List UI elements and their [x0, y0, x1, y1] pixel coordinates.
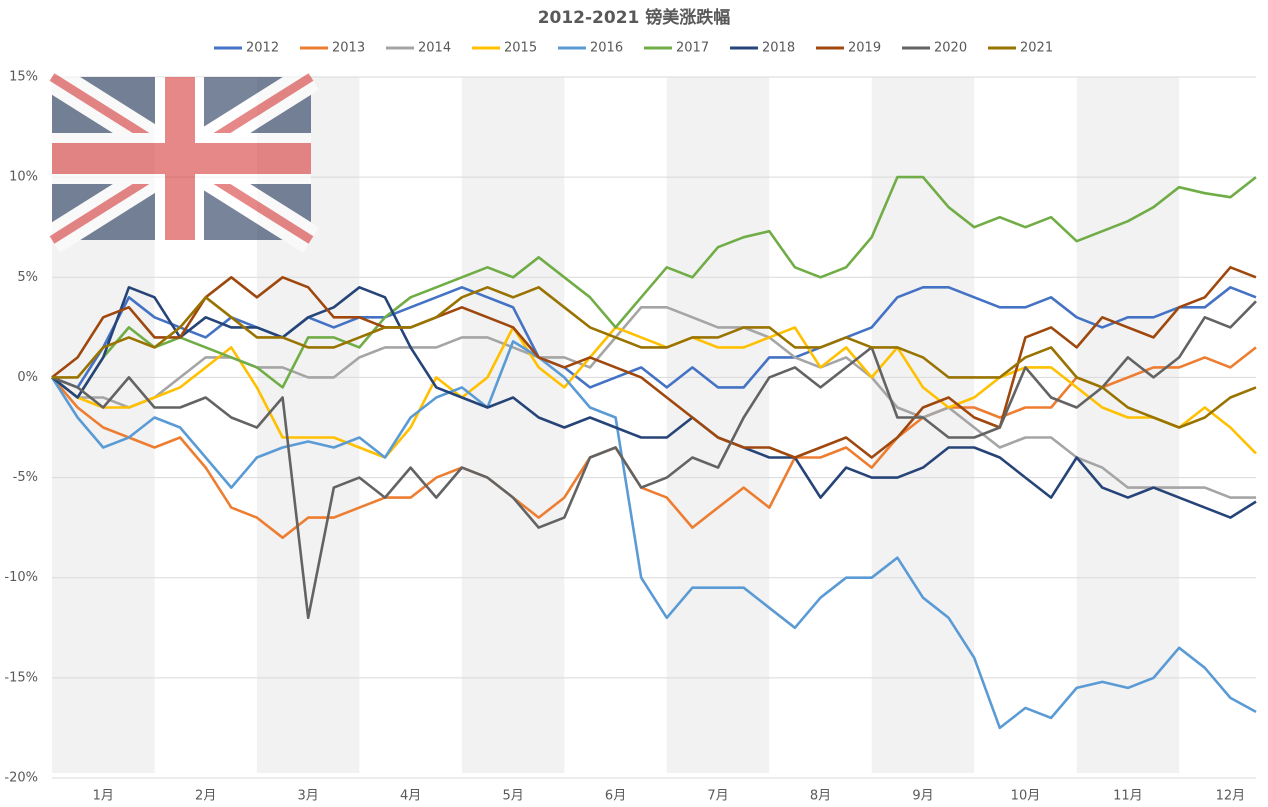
y-tick-label: -5%	[13, 470, 38, 485]
legend-label: 2018	[762, 41, 795, 56]
x-tick-label: 3月	[298, 789, 319, 804]
x-tick-label: 12月	[1216, 789, 1246, 804]
y-tick-label: 0%	[17, 370, 38, 385]
legend-label: 2012	[246, 41, 279, 56]
x-tick-label: 8月	[810, 789, 831, 804]
series-line	[51, 285, 1257, 389]
x-tick-label: 1月	[93, 789, 114, 804]
y-tick-label: 5%	[17, 270, 38, 285]
x-tick-label: 10月	[1011, 789, 1041, 804]
x-tick-label: 9月	[912, 789, 933, 804]
y-tick-label: 10%	[9, 170, 38, 185]
y-tick-label: -10%	[4, 570, 38, 585]
legend-label: 2016	[590, 41, 623, 56]
labels: 1月 2月 3月 4月 5月 6月 7月 8月 9月 10月 11月 12月 -20% -15% -10% -…	[4, 70, 1245, 804]
series-line	[50, 340, 1257, 730]
series-line	[51, 326, 1257, 459]
chart-title: 2012-2021 镑美涨跌幅	[538, 7, 731, 28]
legend-label: 2019	[848, 41, 881, 56]
legend-label: 2015	[504, 41, 537, 56]
series-line	[52, 285, 1257, 429]
series-line	[51, 265, 1257, 459]
x-tick-label: 6月	[605, 789, 626, 804]
month-band	[1076, 77, 1180, 773]
legend-label: 2021	[1020, 41, 1053, 56]
legend: 2012 2013 2014 2015 2016 2017 2018 2019 2020 2021	[214, 41, 1053, 56]
series-line	[51, 285, 1257, 519]
y-tick-label: -20%	[4, 771, 38, 786]
x-tick-label: 4月	[400, 789, 421, 804]
series-line	[51, 305, 1256, 499]
x-tick-label: 7月	[707, 789, 728, 804]
legend-label: 2017	[676, 41, 709, 56]
legend-label: 2013	[332, 41, 365, 56]
x-tick-label: 2月	[195, 789, 216, 804]
legend-label: 2014	[418, 41, 451, 56]
legend-label: 2020	[934, 41, 967, 56]
series-line	[51, 175, 1257, 399]
month-band	[461, 77, 565, 773]
lines	[50, 175, 1257, 730]
month-band	[871, 77, 975, 773]
y-tick-label: -15%	[4, 670, 38, 685]
flag	[44, 64, 319, 253]
month-bands	[52, 77, 1180, 773]
y-tick-label: 15%	[9, 70, 38, 85]
series-line	[51, 300, 1257, 620]
series-line	[51, 346, 1257, 540]
x-tick-label: 11月	[1113, 789, 1143, 804]
x-tick-label: 5月	[502, 789, 523, 804]
